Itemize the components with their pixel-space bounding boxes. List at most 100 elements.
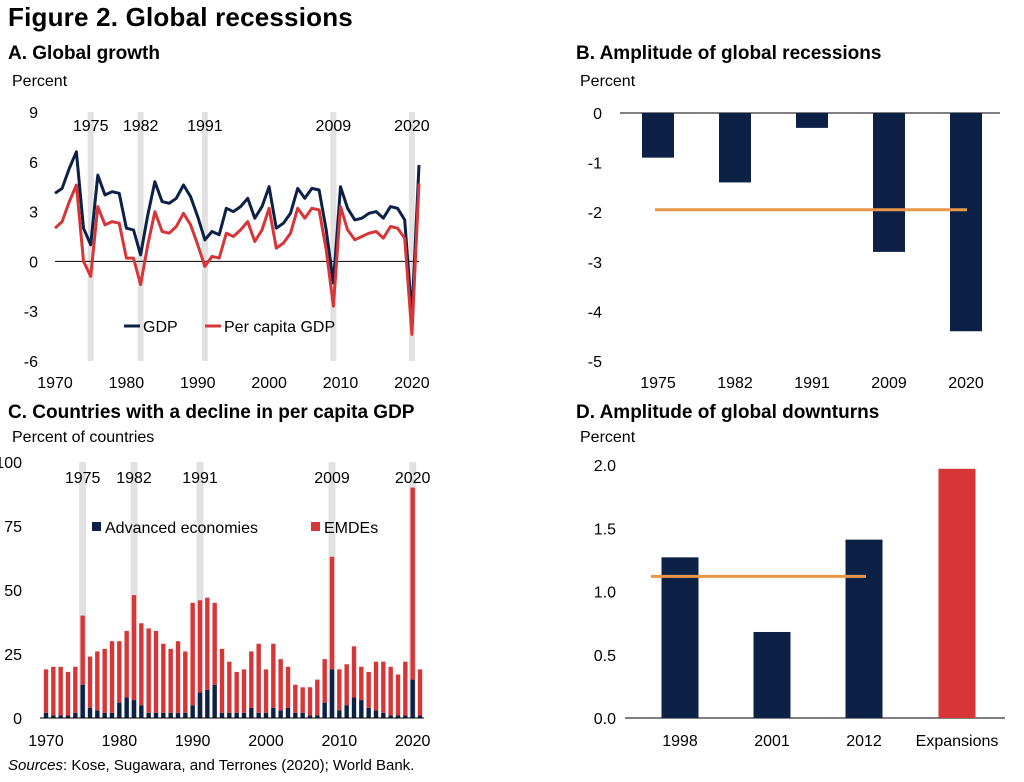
bar-emde-2012 [351,646,357,698]
bar-advanced-1998 [249,707,254,718]
bar-advanced-1994 [219,712,225,718]
recession-label-1991: 1991 [187,118,223,135]
bar-advanced-2000 [263,712,269,718]
bar-advanced-1999 [256,712,261,718]
bar-emde-2020 [410,487,415,680]
x-tick-label: 1990 [175,733,211,750]
bar-emde-2011 [344,664,349,706]
bar-advanced-1988 [175,712,181,718]
bar-advanced-2005 [300,712,305,718]
y-tick-label: -1 [588,156,602,173]
bar-advanced-2014 [366,707,371,718]
figure-title: Figure 2. Global recessions [8,2,353,32]
bar-emde-1988 [175,641,181,713]
bar-emde-1984 [146,628,151,713]
y-tick-label: 2.0 [594,458,616,475]
bar-emde-2013 [359,666,364,701]
bar-advanced-1982 [131,700,137,718]
y-tick-label: 0 [13,711,22,728]
legend-label-per-capita-gdp: Per capita GDP [224,319,335,336]
bar-advanced-1997 [241,712,247,718]
bar-advanced-2019 [403,715,408,718]
bar-advanced-1978 [102,712,107,718]
x-tick-label: 1970 [37,375,73,392]
bar-emde-2019 [403,661,408,716]
y-tick-label: 0 [593,106,602,123]
bar-advanced-2020 [410,679,415,718]
y-tick-label: -5 [588,354,602,371]
y-tick-label: 1.5 [594,521,616,538]
bar-advanced-1976 [87,707,93,718]
bar-advanced-2012 [351,697,357,718]
recession-label-2009: 2009 [316,118,352,135]
x-tick-label: 2000 [248,733,284,750]
bar-emde-2017 [388,666,393,716]
bar-emde-1985 [153,630,159,713]
recession-shade-1982 [130,462,138,718]
bar-emde-2003 [285,666,291,708]
bar-emde-1990 [190,602,195,706]
y-tick-label: -4 [588,304,602,321]
bar-emde-1997 [241,669,247,713]
bar-emde-2004 [293,684,298,713]
bar-emde-1978 [102,648,107,713]
recession-shade-2009 [330,112,337,361]
bar-emde-2007 [315,679,320,716]
bar-emde-2008 [322,659,327,703]
bar-advanced-1993 [212,684,217,718]
bar-1975 [642,113,674,158]
bar-emde-1976 [87,656,93,708]
bar-emde-2001 [271,643,276,708]
bar-advanced-2016 [381,712,386,718]
bar-2001 [753,631,791,718]
bar-advanced-1996 [234,712,239,718]
bar-emde-1995 [227,661,232,713]
bar-emde-1987 [168,648,173,713]
bar-emde-2002 [278,659,283,711]
y-tick-label: 6 [29,155,38,172]
bar-advanced-2006 [307,715,313,718]
sources-label: Sources [8,757,64,774]
x-tick-label: 2009 [871,375,907,392]
panel-d-ylabel: Percent [580,429,636,446]
bar-emde-1977 [95,651,100,711]
bar-emde-2015 [373,661,379,711]
bar-emde-1999 [256,643,261,713]
bar-advanced-2015 [373,710,379,718]
y-tick-label: 0.5 [594,648,616,665]
legend-swatch-emdes [311,522,320,531]
panel-c-title: C. Countries with a decline in per capit… [8,402,415,423]
y-tick-label: 0 [29,254,38,271]
panel-d-title: D. Amplitude of global downturns [576,402,880,423]
x-tick-label: 1970 [28,733,64,750]
recession-label-2020: 2020 [394,118,430,135]
bar-advanced-1977 [95,710,100,718]
bar-emde-1970 [43,669,49,713]
x-tick-label: 2020 [395,733,431,750]
y-tick-label: -2 [588,205,602,222]
bar-advanced-2002 [278,710,283,718]
bar-advanced-1971 [51,715,56,718]
bar-emde-1998 [249,651,254,708]
bar-emde-1981 [124,630,129,698]
x-tick-label: 1975 [640,375,676,392]
y-tick-label: -3 [24,304,38,321]
x-tick-label: 2012 [846,733,882,750]
bar-emde-2000 [263,669,269,713]
bar-emde-1983 [139,623,144,706]
bar-emde-2018 [395,674,401,716]
bar-emde-2016 [381,661,386,713]
legend-label-gdp: GDP [143,319,178,336]
bar-advanced-1983 [139,705,144,718]
recession-label-2020: 2020 [395,470,431,487]
recession-shade-2020 [408,112,415,361]
x-tick-label: 1980 [109,375,145,392]
x-tick-label: 2000 [251,375,287,392]
bar-emde-1992 [205,597,210,690]
x-tick-label: 2020 [948,375,984,392]
bar-advanced-1987 [168,712,173,718]
x-tick-label: 1982 [717,375,753,392]
recession-label-1982: 1982 [116,470,152,487]
bar-advanced-2003 [285,707,291,718]
bar-2020 [950,113,982,332]
